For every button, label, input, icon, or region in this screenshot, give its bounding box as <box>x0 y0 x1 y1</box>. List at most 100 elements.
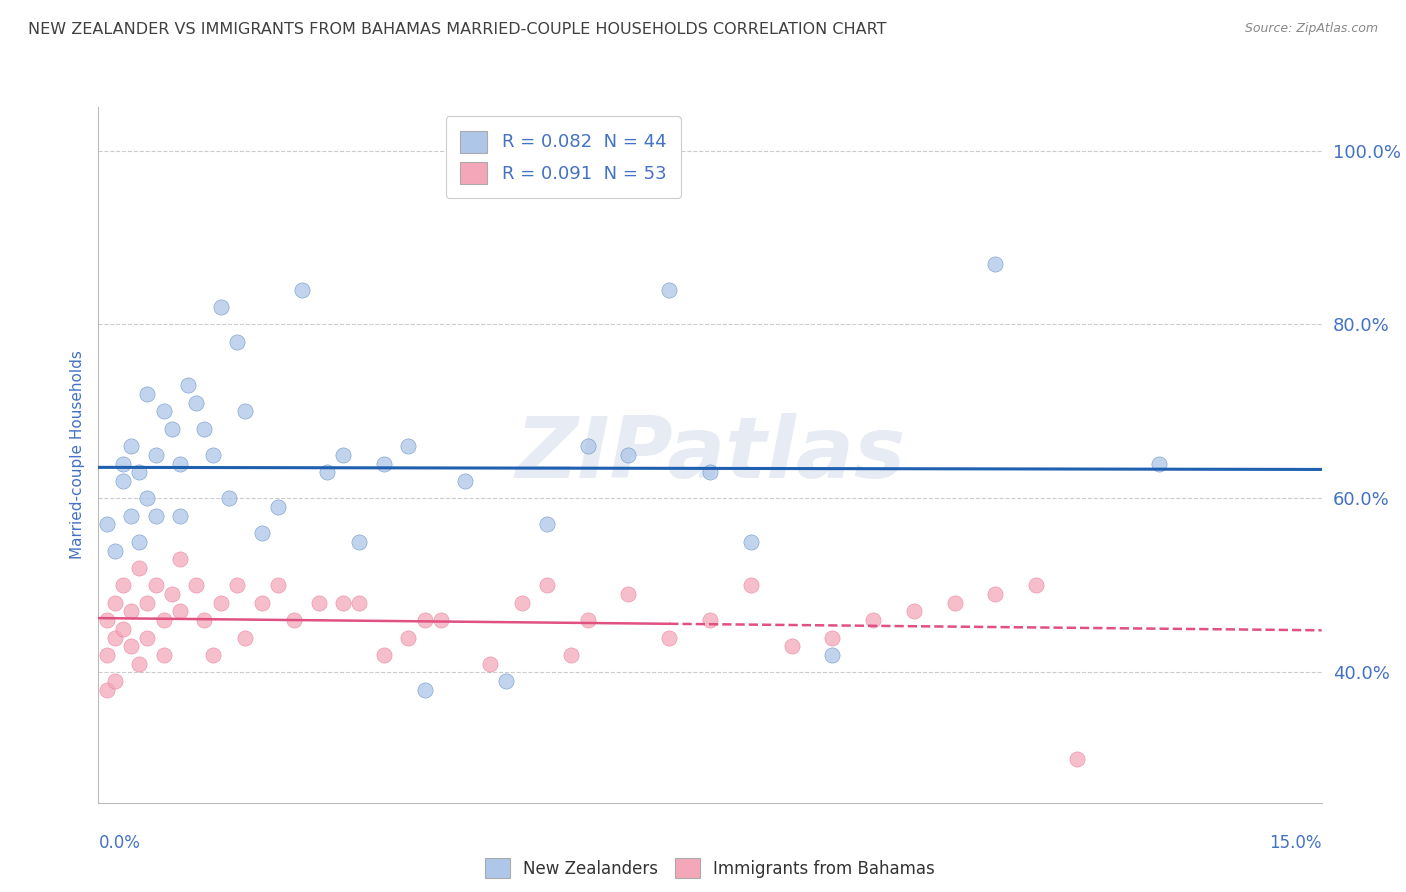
Point <box>128 534 150 549</box>
Point <box>136 387 159 401</box>
Point <box>740 534 762 549</box>
Point <box>218 491 240 506</box>
Point <box>478 657 501 671</box>
Point <box>699 613 721 627</box>
Point <box>740 578 762 592</box>
Point <box>169 605 191 619</box>
Point <box>145 448 167 462</box>
Point <box>209 300 232 314</box>
Legend: New Zealanders, Immigrants from Bahamas: New Zealanders, Immigrants from Bahamas <box>478 851 942 885</box>
Text: ZIPatlas: ZIPatlas <box>515 413 905 497</box>
Point <box>233 631 256 645</box>
Point <box>617 587 640 601</box>
Point <box>373 648 395 662</box>
Point <box>128 657 150 671</box>
Point <box>984 257 1007 271</box>
Point <box>308 596 330 610</box>
Point <box>396 631 419 645</box>
Point <box>903 605 925 619</box>
Point <box>413 682 436 697</box>
Point <box>120 639 142 653</box>
Point <box>111 457 134 471</box>
Point <box>104 543 127 558</box>
Point <box>186 578 208 592</box>
Point <box>658 631 681 645</box>
Point <box>862 613 884 627</box>
Point <box>512 596 534 610</box>
Point <box>250 596 273 610</box>
Point <box>1066 752 1088 766</box>
Point <box>120 605 142 619</box>
Point <box>250 526 273 541</box>
Point <box>177 378 200 392</box>
Point <box>430 613 453 627</box>
Point <box>145 508 167 523</box>
Point <box>120 439 142 453</box>
Text: Source: ZipAtlas.com: Source: ZipAtlas.com <box>1244 22 1378 36</box>
Point <box>699 466 721 480</box>
Point <box>283 613 305 627</box>
Point <box>152 404 174 418</box>
Point <box>413 613 436 627</box>
Point <box>495 674 517 689</box>
Point <box>111 474 134 488</box>
Point <box>152 613 174 627</box>
Point <box>267 500 290 514</box>
Point <box>186 396 208 410</box>
Point <box>1025 578 1047 592</box>
Point <box>128 466 150 480</box>
Point <box>104 674 127 689</box>
Point <box>152 648 174 662</box>
Point <box>780 639 803 653</box>
Point <box>315 466 337 480</box>
Point <box>201 648 224 662</box>
Point <box>267 578 290 592</box>
Point <box>120 508 142 523</box>
Text: NEW ZEALANDER VS IMMIGRANTS FROM BAHAMAS MARRIED-COUPLE HOUSEHOLDS CORRELATION C: NEW ZEALANDER VS IMMIGRANTS FROM BAHAMAS… <box>28 22 887 37</box>
Point <box>291 283 314 297</box>
Point <box>821 648 844 662</box>
Point <box>536 517 558 532</box>
Point <box>136 631 159 645</box>
Point <box>332 596 354 610</box>
Point <box>349 596 371 610</box>
Point <box>984 587 1007 601</box>
Point <box>193 613 215 627</box>
Point <box>576 613 599 627</box>
Point <box>193 422 215 436</box>
Point <box>233 404 256 418</box>
Point <box>658 283 681 297</box>
Point <box>536 578 558 592</box>
Point <box>226 334 249 349</box>
Point <box>96 682 118 697</box>
Point <box>209 596 232 610</box>
Point <box>226 578 249 592</box>
Y-axis label: Married-couple Households: Married-couple Households <box>69 351 84 559</box>
Point <box>943 596 966 610</box>
Text: 15.0%: 15.0% <box>1270 834 1322 852</box>
Point <box>1147 457 1170 471</box>
Point <box>104 631 127 645</box>
Point <box>373 457 395 471</box>
Point <box>104 596 127 610</box>
Point <box>617 448 640 462</box>
Point <box>111 578 134 592</box>
Point <box>169 508 191 523</box>
Point <box>396 439 419 453</box>
Point <box>169 552 191 566</box>
Point <box>145 578 167 592</box>
Point <box>96 648 118 662</box>
Point <box>160 422 183 436</box>
Point <box>96 517 118 532</box>
Point <box>160 587 183 601</box>
Point <box>332 448 354 462</box>
Point <box>111 622 134 636</box>
Text: 0.0%: 0.0% <box>98 834 141 852</box>
Point <box>576 439 599 453</box>
Point <box>136 596 159 610</box>
Point <box>136 491 159 506</box>
Point <box>128 561 150 575</box>
Point <box>96 613 118 627</box>
Point <box>349 534 371 549</box>
Point <box>169 457 191 471</box>
